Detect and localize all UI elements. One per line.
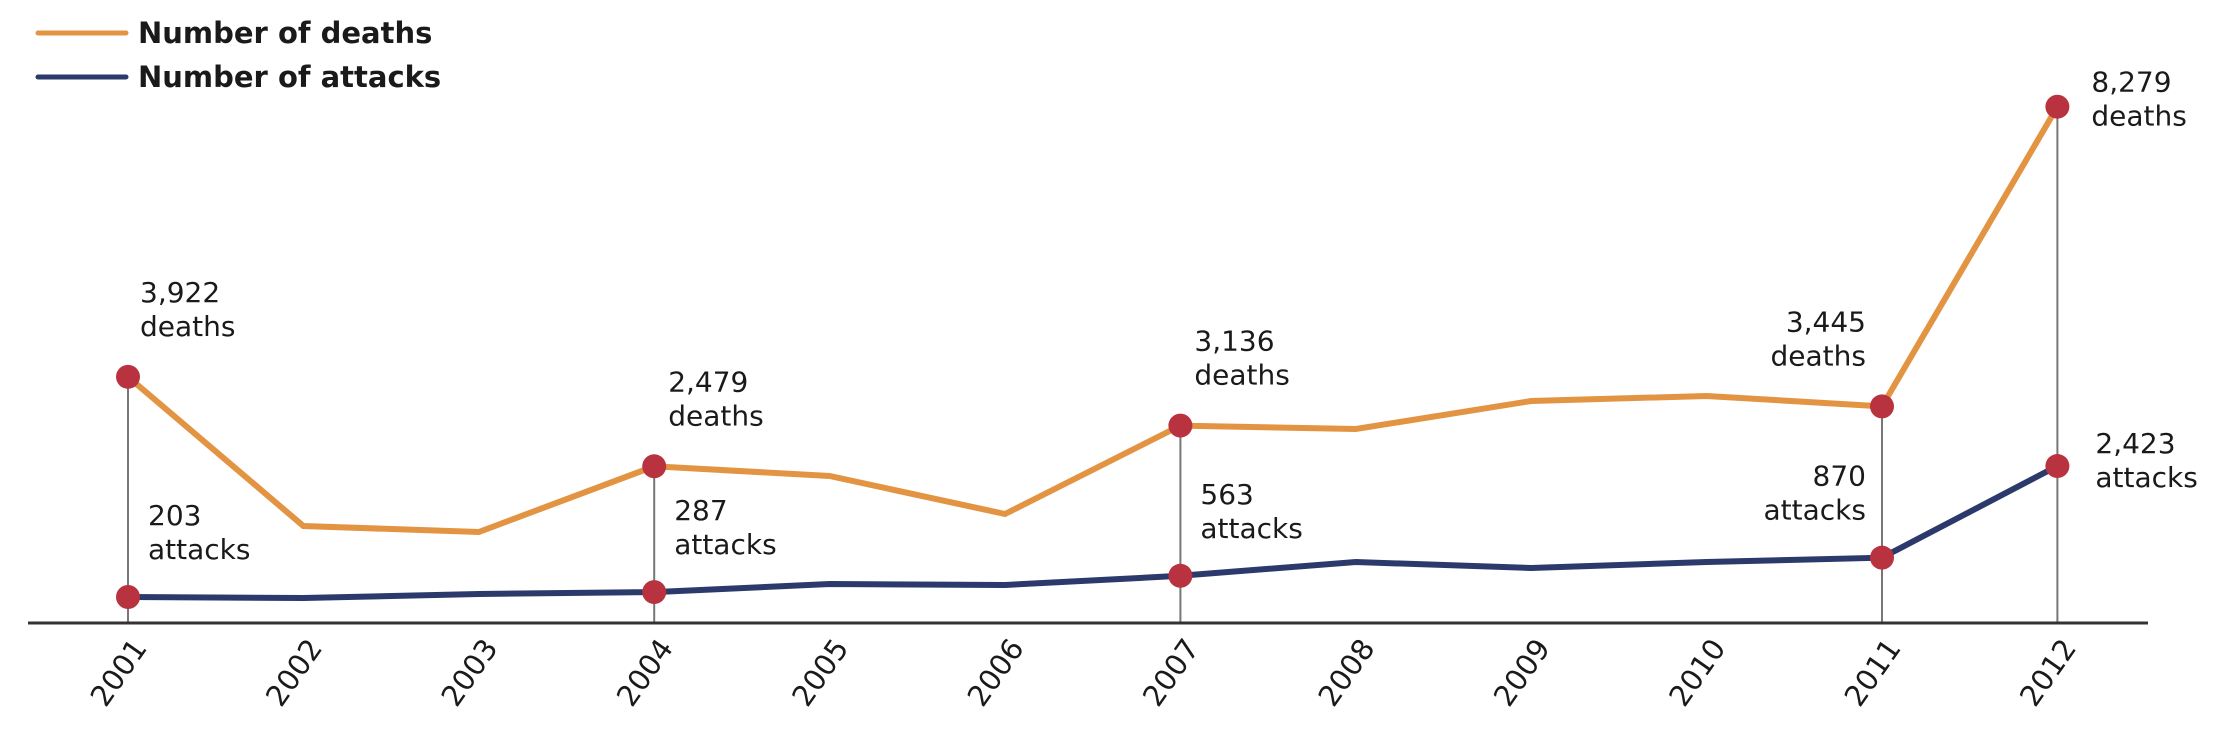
- series-line-attacks: [127, 463, 2059, 602]
- x-tick-label: 2010: [1662, 633, 1732, 713]
- annotation-deaths-2012: 8,279 deaths: [2091, 66, 2186, 133]
- annotation-unit: deaths: [1194, 359, 1289, 392]
- annotation-unit: attacks: [2095, 461, 2197, 494]
- marker-deaths-2001: [116, 364, 140, 389]
- marker-attacks-2012: [2045, 454, 2070, 479]
- annotation-value: 203: [148, 499, 201, 532]
- marker-deaths-2007: [1168, 413, 1193, 438]
- annotation-value: 563: [1200, 478, 1253, 511]
- annotation-unit: deaths: [140, 310, 235, 343]
- annotation-unit: attacks: [674, 528, 776, 561]
- x-tick-label: 2001: [84, 633, 154, 713]
- annotation-deaths-2001: 3,922 deaths: [140, 276, 235, 343]
- annotation-unit: deaths: [668, 399, 763, 432]
- annotation-attacks-2001: 203 attacks: [148, 499, 250, 566]
- marker-deaths-2004: [642, 454, 667, 479]
- x-tick-label: 2007: [1136, 633, 1206, 713]
- markers: [116, 94, 2070, 610]
- x-tick-label: 2003: [434, 633, 504, 713]
- annotation-value: 287: [674, 494, 727, 527]
- marker-attacks-2001: [116, 585, 140, 610]
- series-line-deaths: [126, 105, 2060, 536]
- marker-attacks-2011: [1870, 545, 1894, 570]
- x-tick-label: 2009: [1487, 633, 1557, 713]
- annotation-unit: attacks: [1764, 494, 1866, 527]
- annotation-value: 3,136: [1194, 325, 1274, 358]
- marker-deaths-2011: [1870, 394, 1894, 419]
- x-tick-label: 2006: [961, 633, 1031, 713]
- annotation-unit: attacks: [1200, 512, 1302, 545]
- x-tick-label: 2005: [785, 633, 855, 713]
- x-tick-label: 2012: [2013, 633, 2083, 713]
- legend: Number of deaths Number of attacks: [35, 16, 441, 94]
- series-lines: [126, 105, 2060, 602]
- annotation-value: 2,479: [668, 365, 748, 398]
- x-tick-label: 2004: [610, 633, 680, 713]
- annotation-value: 2,423: [2095, 427, 2175, 460]
- x-tick-label: 2011: [1838, 633, 1908, 713]
- annotation-attacks-2007: 563 attacks: [1200, 478, 1302, 545]
- legend-deaths-label: Number of deaths: [138, 16, 432, 50]
- annotation-deaths-2011: 3,445 deaths: [1771, 305, 1866, 372]
- annotation-deaths-2007: 3,136 deaths: [1194, 325, 1289, 392]
- marker-attacks-2007: [1168, 563, 1193, 588]
- legend-attacks-label: Number of attacks: [138, 60, 441, 94]
- annotation-value: 8,279: [2091, 66, 2171, 99]
- annotation-attacks-2004: 287 attacks: [674, 494, 776, 561]
- x-tick-label: 2008: [1311, 633, 1381, 713]
- annotation-value: 3,445: [1786, 305, 1866, 338]
- guide-lines: [127, 106, 2059, 623]
- x-tick-label: 2002: [259, 633, 329, 713]
- annotation-unit: deaths: [2091, 100, 2186, 133]
- x-tick-labels: 2001 2002 2003 2004 2005 2006 2007 2008 2009 2010…: [84, 633, 2084, 713]
- marker-attacks-2004: [642, 580, 667, 605]
- annotation-value: 3,922: [140, 276, 220, 309]
- annotation-unit: attacks: [148, 533, 250, 566]
- annotation-unit: deaths: [1771, 339, 1866, 372]
- annotation-attacks-2011: 870 attacks: [1764, 460, 1866, 527]
- annotation-attacks-2012: 2,423 attacks: [2095, 427, 2197, 494]
- annotation-deaths-2004: 2,479 deaths: [668, 365, 763, 432]
- annotation-value: 870: [1813, 460, 1866, 493]
- marker-deaths-2012: [2045, 94, 2070, 119]
